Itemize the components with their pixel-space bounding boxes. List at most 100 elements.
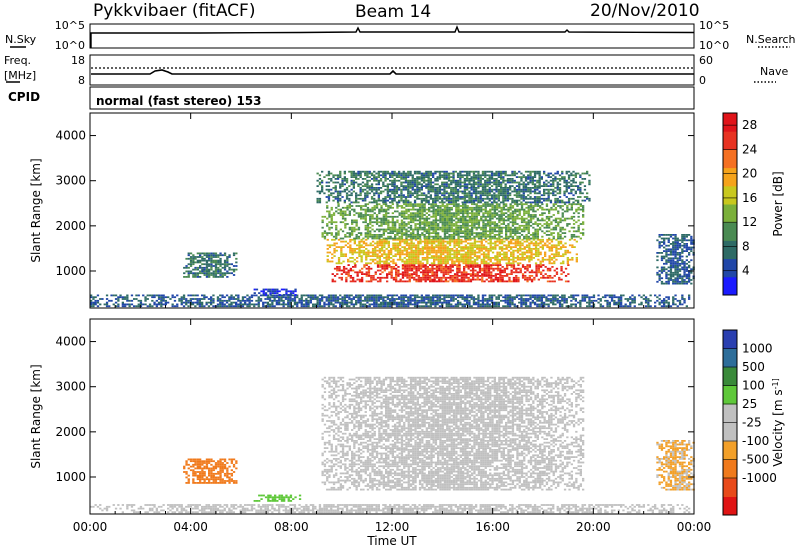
data-cell bbox=[505, 219, 508, 222]
data-cell bbox=[360, 205, 363, 207]
data-cell bbox=[463, 196, 466, 198]
data-cell bbox=[432, 232, 435, 234]
data-cell bbox=[445, 181, 448, 184]
data-cell bbox=[382, 232, 385, 234]
data-cell bbox=[543, 188, 546, 191]
data-cell bbox=[500, 172, 503, 175]
data-cell bbox=[191, 303, 195, 306]
data-cell bbox=[369, 244, 372, 247]
data-cell bbox=[422, 269, 425, 272]
data-cell bbox=[355, 174, 358, 177]
data-cell bbox=[572, 226, 576, 229]
data-cell bbox=[142, 294, 145, 297]
data-cell bbox=[226, 276, 229, 278]
data-cell bbox=[480, 262, 483, 265]
data-cell bbox=[548, 224, 551, 227]
data-cell bbox=[431, 278, 434, 281]
data-cell bbox=[189, 265, 193, 267]
data-cell bbox=[549, 199, 553, 202]
data-cell bbox=[476, 273, 479, 275]
data-cell bbox=[433, 251, 436, 254]
data-cell bbox=[128, 299, 131, 302]
data-cell bbox=[393, 178, 396, 180]
data-cell bbox=[495, 224, 499, 227]
data-cell bbox=[460, 280, 463, 283]
data-cell bbox=[530, 269, 534, 272]
data-cell bbox=[389, 201, 392, 204]
data-cell bbox=[476, 240, 479, 243]
data-cell bbox=[374, 242, 377, 245]
data-cell bbox=[432, 219, 435, 222]
data-cell bbox=[501, 248, 504, 250]
data-cell bbox=[480, 253, 483, 256]
data-cell bbox=[434, 194, 437, 197]
data-cell bbox=[437, 219, 440, 222]
data-cell bbox=[385, 260, 388, 263]
data-cell bbox=[511, 185, 514, 187]
data-cell bbox=[326, 244, 329, 247]
data-cell bbox=[507, 260, 511, 263]
data-cell bbox=[561, 205, 564, 207]
data-cell bbox=[398, 205, 401, 207]
data-cell bbox=[413, 271, 416, 274]
data-cell bbox=[353, 240, 356, 243]
data-cell bbox=[495, 214, 499, 216]
data-cell bbox=[523, 248, 526, 250]
data-cell bbox=[571, 244, 574, 247]
data-cell bbox=[445, 185, 448, 187]
data-cell bbox=[424, 267, 427, 270]
data-cell bbox=[421, 262, 424, 265]
data-cell bbox=[562, 246, 565, 248]
data-cell bbox=[476, 271, 479, 274]
data-cell bbox=[519, 249, 522, 252]
data-cell bbox=[486, 234, 490, 236]
data-cell bbox=[583, 188, 587, 191]
data-region bbox=[331, 264, 570, 283]
data-cell bbox=[453, 260, 456, 263]
data-cell bbox=[428, 253, 431, 256]
data-cell bbox=[542, 269, 545, 272]
data-cell bbox=[586, 196, 589, 198]
data-cell bbox=[564, 275, 568, 277]
data-cell bbox=[471, 214, 474, 216]
data-cell bbox=[507, 208, 510, 211]
data-cell bbox=[332, 221, 336, 224]
data-cell bbox=[552, 181, 555, 184]
data-cell bbox=[572, 215, 576, 218]
data-cell bbox=[412, 249, 415, 252]
data-cell bbox=[506, 192, 510, 195]
data-cell bbox=[464, 205, 467, 207]
data-cell bbox=[488, 170, 491, 173]
data-cell bbox=[439, 210, 442, 213]
data-cell bbox=[428, 234, 431, 236]
data-cell bbox=[349, 248, 352, 250]
data-cell bbox=[365, 255, 368, 257]
data-cell bbox=[414, 255, 418, 257]
data-cell bbox=[448, 237, 451, 240]
data-cell bbox=[441, 201, 444, 204]
data-cell bbox=[581, 178, 584, 180]
data-cell bbox=[382, 221, 385, 224]
data-cell bbox=[355, 176, 358, 178]
data-cell bbox=[456, 192, 460, 195]
data-cell bbox=[368, 170, 371, 173]
data-cell bbox=[443, 219, 447, 222]
data-cell bbox=[357, 178, 360, 180]
data-cell bbox=[505, 244, 508, 247]
data-cell bbox=[340, 269, 343, 272]
data-cell bbox=[440, 269, 443, 272]
data-cell bbox=[387, 257, 390, 259]
data-cell bbox=[357, 197, 360, 200]
data-cell bbox=[579, 237, 582, 240]
data-cell bbox=[502, 219, 505, 222]
data-cell bbox=[472, 179, 476, 182]
data-cell bbox=[463, 183, 466, 186]
data-cell bbox=[426, 242, 429, 245]
data-cell bbox=[428, 206, 431, 209]
data-cell bbox=[522, 194, 525, 197]
data-cell bbox=[514, 260, 517, 263]
data-cell bbox=[516, 230, 519, 233]
data-cell bbox=[442, 240, 445, 243]
data-cell bbox=[408, 266, 411, 268]
data-cell bbox=[531, 187, 534, 189]
